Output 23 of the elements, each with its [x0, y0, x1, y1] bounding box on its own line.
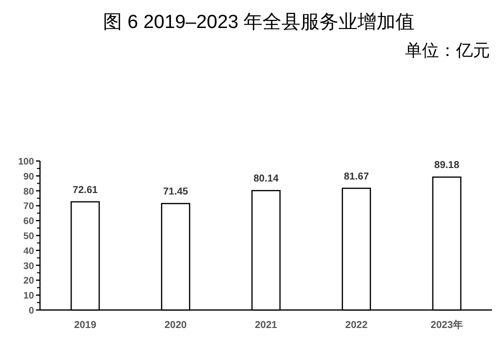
x-tick-label: 2023年: [430, 319, 463, 331]
y-tick-label: 90: [23, 171, 34, 182]
x-tick-label: 2021: [254, 320, 278, 331]
data-label: 81.67: [344, 171, 370, 182]
y-tick-label: 30: [23, 260, 34, 272]
y-tick-label: 40: [23, 246, 34, 257]
title: 图 6 2019–2023 年全县服务业增加值: [103, 12, 415, 33]
y-tick-label: 20: [23, 276, 34, 287]
y-tick-label: 100: [18, 156, 34, 168]
data-label: 71.45: [163, 186, 189, 198]
y-tick-label: 60: [23, 216, 34, 228]
y-tick-label: 70: [23, 201, 34, 212]
annotation: 单位：亿元: [405, 41, 490, 60]
x-tick-label: 2022: [345, 320, 368, 331]
data-label: 72.61: [72, 184, 98, 196]
data-label: 80.14: [253, 174, 279, 185]
x-tick-label: 2019: [74, 320, 97, 331]
data-label: 89.18: [434, 160, 460, 172]
y-tick-label: 50: [23, 231, 34, 242]
y-tick-label: 80: [23, 186, 34, 198]
y-tick-label: 0: [28, 306, 34, 316]
y-tick-label: 10: [23, 290, 34, 302]
x-tick-label: 2020: [164, 320, 188, 331]
